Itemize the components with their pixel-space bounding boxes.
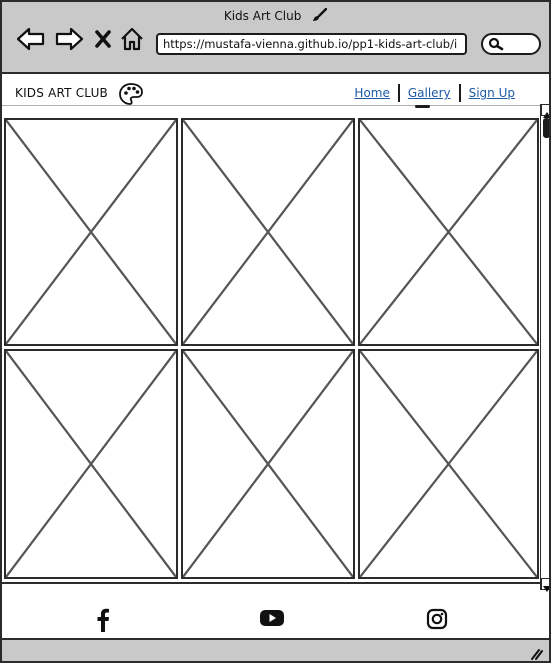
forward-arrow-icon[interactable] [54,26,84,56]
gallery-image-placeholder[interactable] [181,349,355,579]
status-bar [2,638,549,661]
search-icon [488,37,504,51]
close-icon[interactable] [93,26,113,56]
image-placeholder-icon [6,120,176,344]
window-title: Kids Art Club [2,7,549,25]
nav-link-home[interactable]: Home [354,86,390,100]
scroll-down-button[interactable] [541,578,549,592]
browser-chrome: Kids Art Club [2,2,549,74]
nav-divider [397,84,400,102]
scroll-up-button[interactable] [541,104,549,118]
gallery-grid [4,118,539,580]
image-placeholder-icon [183,351,353,577]
gallery-image-placeholder[interactable] [181,118,355,346]
nav-link-sign-up[interactable]: Sign Up [468,86,515,100]
gallery-image-placeholder[interactable] [358,349,539,579]
image-placeholder-icon [6,351,176,577]
palette-icon [118,82,144,110]
image-placeholder-icon [360,120,537,344]
youtube-icon[interactable] [259,608,285,632]
site-footer [2,582,540,638]
image-placeholder-icon [360,351,537,577]
back-arrow-icon[interactable] [16,26,46,56]
window-title-text: Kids Art Club [223,9,302,23]
nav-link-gallery[interactable]: Gallery [400,83,459,108]
browser-search-field[interactable] [481,33,541,55]
scroll-thumb[interactable] [543,118,549,138]
paintbrush-icon [311,7,328,25]
gallery-image-placeholder[interactable] [4,349,178,579]
vertical-scrollbar[interactable] [540,104,549,592]
nav-divider [458,84,461,102]
site-header: KIDS ART CLUB Home Gallery Sign Up [2,76,549,108]
site-nav: Home Gallery Sign Up [346,82,523,108]
instagram-icon[interactable] [426,608,448,634]
home-icon[interactable] [119,26,145,56]
gallery-image-placeholder[interactable] [358,118,539,346]
site-logo[interactable]: KIDS ART CLUB [15,86,108,100]
facebook-icon[interactable] [96,608,110,636]
resize-grip-icon[interactable] [530,645,544,661]
gallery-image-placeholder[interactable] [4,118,178,346]
address-bar[interactable]: https://mustafa-vienna.github.io/pp1-kid… [156,33,467,55]
image-placeholder-icon [183,120,353,344]
